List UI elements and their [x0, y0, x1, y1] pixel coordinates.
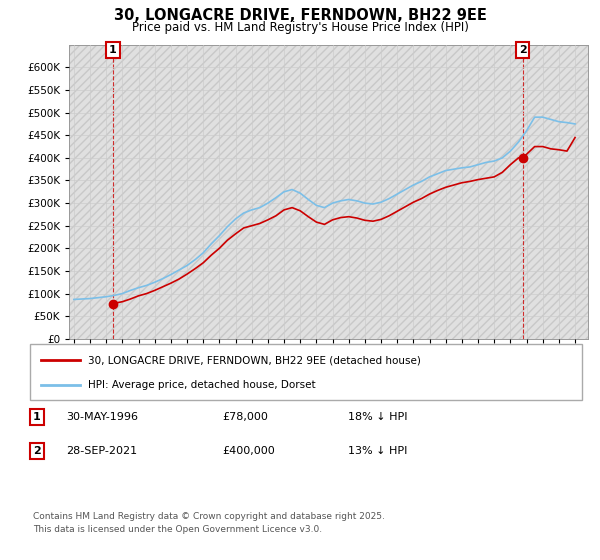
Text: 28-SEP-2021: 28-SEP-2021: [66, 446, 137, 456]
FancyBboxPatch shape: [30, 344, 582, 400]
Text: Price paid vs. HM Land Registry's House Price Index (HPI): Price paid vs. HM Land Registry's House …: [131, 21, 469, 34]
Text: £78,000: £78,000: [222, 412, 268, 422]
Text: 30, LONGACRE DRIVE, FERNDOWN, BH22 9EE (detached house): 30, LONGACRE DRIVE, FERNDOWN, BH22 9EE (…: [88, 355, 421, 365]
Text: 30, LONGACRE DRIVE, FERNDOWN, BH22 9EE: 30, LONGACRE DRIVE, FERNDOWN, BH22 9EE: [113, 8, 487, 24]
Text: Contains HM Land Registry data © Crown copyright and database right 2025.
This d: Contains HM Land Registry data © Crown c…: [33, 512, 385, 534]
Text: 2: 2: [518, 45, 526, 55]
Text: 1: 1: [109, 45, 117, 55]
Text: 18% ↓ HPI: 18% ↓ HPI: [348, 412, 407, 422]
Text: 1: 1: [33, 412, 41, 422]
Text: 2: 2: [33, 446, 41, 456]
Text: 13% ↓ HPI: 13% ↓ HPI: [348, 446, 407, 456]
Text: 30-MAY-1996: 30-MAY-1996: [66, 412, 138, 422]
Text: HPI: Average price, detached house, Dorset: HPI: Average price, detached house, Dors…: [88, 380, 316, 390]
Text: £400,000: £400,000: [222, 446, 275, 456]
